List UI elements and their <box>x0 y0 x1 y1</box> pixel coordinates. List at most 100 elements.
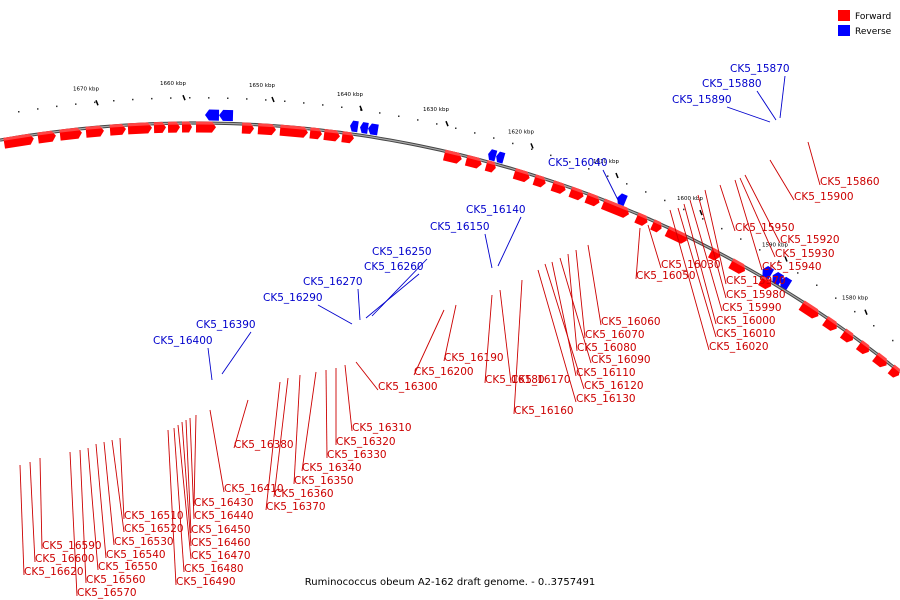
ruler-dot <box>550 154 552 157</box>
reverse-gene <box>205 109 220 121</box>
gene-highlight <box>167 121 180 125</box>
gene-highlight <box>535 174 547 181</box>
gene-label: CK5_16560 <box>86 574 146 586</box>
gene-label: CK5_15870 <box>730 63 790 75</box>
gene-label: CK5_16060 <box>601 316 661 328</box>
gene-shape <box>488 149 498 162</box>
leader-line <box>365 273 420 319</box>
forward-gene <box>85 125 104 138</box>
gene-label: CK5_16620 <box>24 566 84 578</box>
leader-line <box>95 443 107 559</box>
gene-shape <box>219 109 234 122</box>
gene-label: CK5_15940 <box>762 261 822 273</box>
gene-label: CK5_15890 <box>672 94 732 106</box>
gene-shape <box>360 122 369 134</box>
gene-label: CK5_16470 <box>191 550 251 562</box>
gene-highlight <box>668 226 689 239</box>
gene-highlight <box>181 121 192 125</box>
leader-line <box>484 294 493 384</box>
ruler-dot <box>360 109 362 111</box>
gene-highlight <box>242 122 255 127</box>
forward-gene <box>758 275 773 290</box>
leader-line <box>756 90 777 121</box>
reverse-gene <box>488 149 498 162</box>
leader-line <box>551 261 577 377</box>
gene-label: CK5_16340 <box>302 462 362 474</box>
gene-highlight <box>127 122 152 127</box>
leader-line <box>207 347 213 381</box>
leader-line <box>807 141 821 186</box>
gene-label: CK5_16530 <box>114 536 174 548</box>
ruler-dot <box>854 310 856 313</box>
gene-highlight <box>258 123 277 128</box>
ruler-dot <box>474 132 476 134</box>
leader-line <box>769 159 795 201</box>
kbp-tick-label: 1610 kbp <box>593 159 619 165</box>
forward-gene <box>600 198 630 218</box>
forward-gene <box>512 168 531 183</box>
leader-lines <box>19 75 821 597</box>
forward-gene <box>887 364 900 378</box>
gene-label: CK5_16030 <box>661 259 721 271</box>
ruler-dot <box>417 119 419 121</box>
leader-line <box>704 189 727 285</box>
ruler-dot <box>702 218 704 220</box>
gene-highlight <box>711 247 721 255</box>
ruler-dot <box>398 115 400 117</box>
ruler-dot <box>37 108 39 110</box>
ruler-dot <box>379 112 381 114</box>
ruler-dot <box>759 249 761 251</box>
leader-line <box>325 369 328 459</box>
gene-highlight <box>732 258 747 269</box>
forward-gene <box>109 123 126 136</box>
leader-line <box>739 177 776 258</box>
kbp-tick-mark <box>271 96 275 103</box>
ruler-dot <box>284 100 286 102</box>
gene-label: CK5_16270 <box>303 276 363 288</box>
gene-highlight <box>196 121 217 125</box>
kbp-tick-label: 1660 kbp <box>160 81 186 87</box>
gene-shape <box>798 300 819 319</box>
leader-line <box>317 304 353 325</box>
gene-label: CK5_16160 <box>514 405 574 417</box>
kbp-tick-label: 1640 kbp <box>337 92 363 98</box>
forward-gene <box>323 128 341 142</box>
gene-label: CK5_16460 <box>191 537 251 549</box>
gene-shape <box>664 226 687 244</box>
leader-line <box>744 174 781 244</box>
gene-highlight <box>892 364 900 374</box>
leader-line <box>537 269 577 403</box>
kbp-tick-label: 1590 kbp <box>762 243 788 249</box>
gene-label: CK5_16300 <box>378 381 438 393</box>
forward-gene <box>839 328 855 343</box>
gene-label: CK5_16400 <box>153 335 213 347</box>
ruler-dot <box>531 148 533 150</box>
leader-line <box>677 207 717 338</box>
leader-line <box>567 253 578 352</box>
leader-line <box>293 374 301 485</box>
legend: Forward Reverse <box>838 10 892 37</box>
gene-shape <box>780 276 793 290</box>
leader-line <box>726 106 771 123</box>
gene-label: CK5_16330 <box>327 449 387 461</box>
gene-label: CK5_16590 <box>42 540 102 552</box>
genome-caption: Ruminococcus obeum A2-162 draft genome. … <box>304 577 596 588</box>
gene-label: CK5_16430 <box>194 497 254 509</box>
gene-highlight <box>109 123 126 128</box>
gene-label: CK5_16190 <box>444 352 504 364</box>
leader-line <box>79 449 87 584</box>
leader-line <box>513 279 523 415</box>
ruler-dot <box>170 97 172 99</box>
kbp-tick-mark <box>530 143 534 149</box>
gene-highlight <box>310 127 323 132</box>
reverse-gene <box>496 151 506 164</box>
ruler-dot <box>892 339 894 342</box>
forward-gene <box>257 123 277 136</box>
forward-gene <box>241 122 255 134</box>
gene-shape <box>772 272 785 286</box>
gene-label: CK5_16050 <box>636 270 696 282</box>
gene-highlight <box>515 168 531 176</box>
kbp-ticks: 1580 kbp 1590 kbp 1600 kbp 1610 kbp 1620 kbp… <box>18 81 894 342</box>
gene-highlight <box>653 219 663 227</box>
